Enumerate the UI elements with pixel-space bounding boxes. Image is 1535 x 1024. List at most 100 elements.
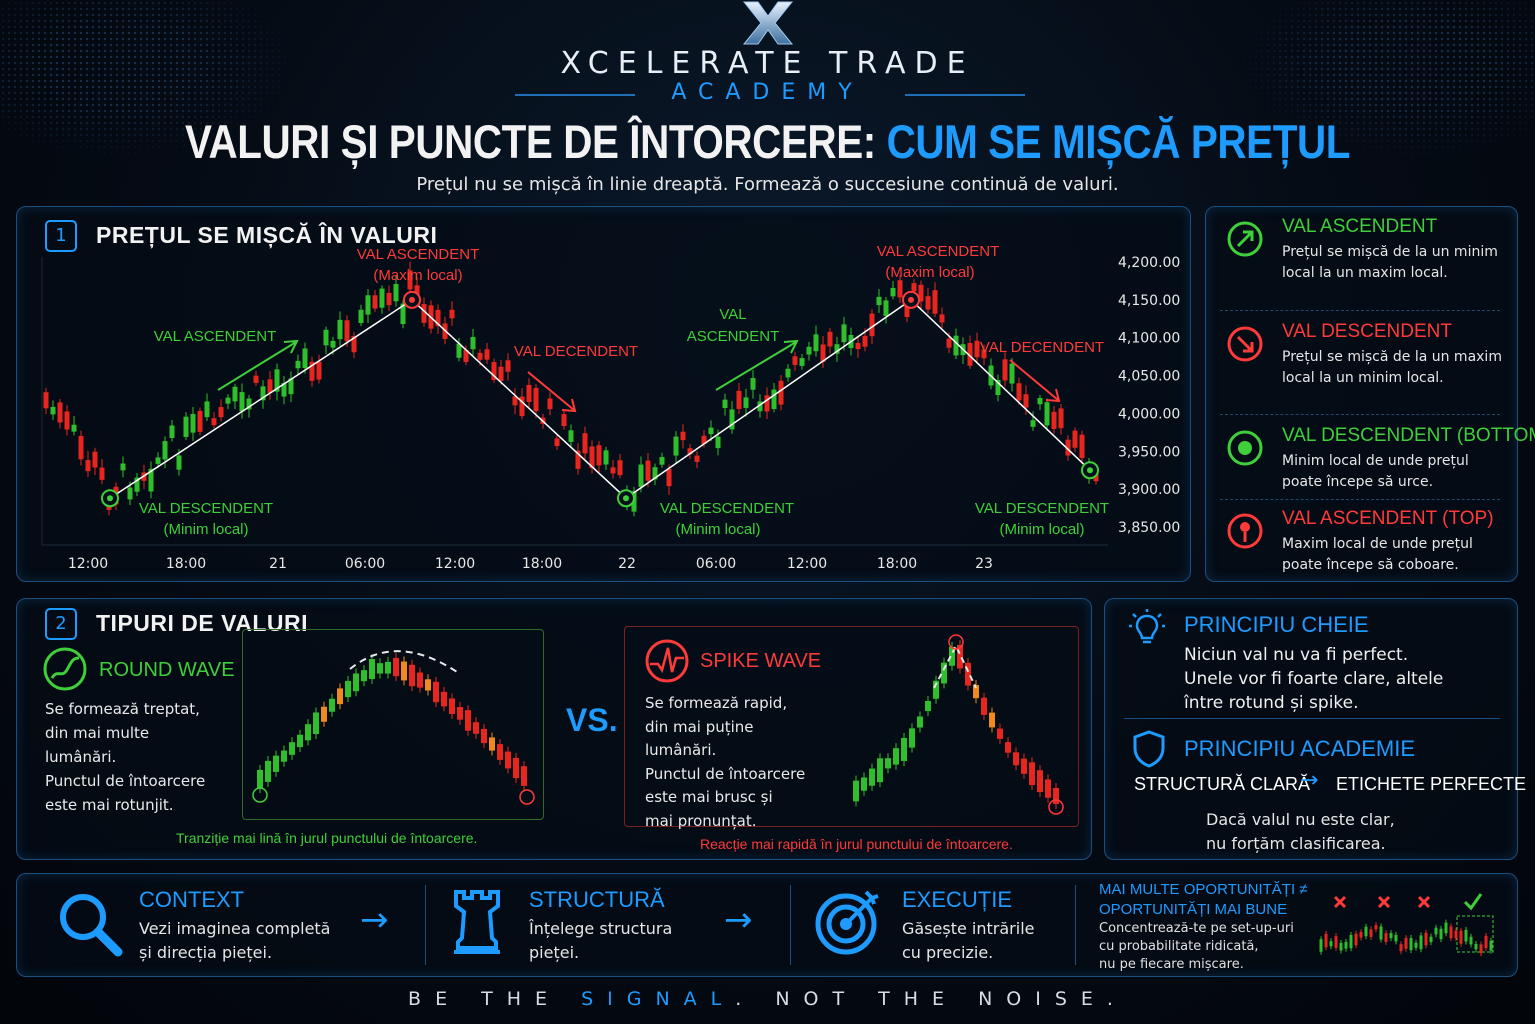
arrow-right-icon: → [360,900,389,940]
candle-body [911,283,917,292]
legend-title: VAL DESCENDENT (BOTTOM) [1282,425,1535,446]
candle-body [169,425,175,438]
candle-body [974,340,980,358]
x-tick-label: 22 [618,556,636,572]
candle-body [477,352,483,360]
candle-body [890,287,896,297]
candle-body [708,427,714,435]
candle-body [1384,933,1388,942]
candle-body [1434,927,1438,935]
label-bot1-b: (Minim local) [163,521,248,538]
candle-body [1369,929,1373,937]
round-desc-line: este mai rotunjit. [45,796,174,814]
candle-body [305,724,311,741]
spike-desc-line: este mai brusc și [645,788,773,806]
label-top1-a: VAL ASCENDENT [357,246,480,263]
swing-marker-dot [623,495,629,502]
candle-body [385,661,391,674]
section1-title: PREȚUL SE MIȘCĂ ÎN VALURI [96,222,438,248]
candle-body [1469,936,1473,945]
opp-line: Concentrează-te pe set-up-uri [1099,921,1294,936]
candle-body [554,438,560,447]
candle-body [377,663,383,674]
candle-body [1058,408,1064,429]
academy-line-left [515,94,635,96]
candle-body [877,758,883,783]
candle-body [273,755,279,772]
candle-body [666,468,672,487]
section1-panel [16,206,1191,582]
candle-body [1489,940,1493,951]
candle-body [1454,930,1458,939]
execution-line: Găsește intrările [902,919,1035,938]
candle-body [813,334,819,352]
context-line: și direcția pieței. [139,943,273,962]
label-down1: VAL DECENDENT [514,343,638,360]
candle-body [1037,770,1043,793]
round-wave-chart-box [242,629,544,820]
footer-slogan: BE THE SIGNAL. NOT THE NOISE. [0,988,1535,1010]
candle-body [316,361,322,380]
candle-body [155,457,161,464]
candle-body [344,320,350,342]
candle-body [1399,944,1403,952]
x-tick-label: 12:00 [435,556,475,572]
candle-body [853,780,859,802]
candle-body [1339,942,1343,951]
candle-body [1045,779,1051,798]
candle-body [989,712,995,728]
candle-body [417,672,423,688]
candle-body [526,384,532,403]
candle-body [393,657,399,677]
footer-part2: . NOT THE NOISE. [735,988,1127,1010]
spike-desc-line: lumânări. [645,741,717,759]
candle-body [369,659,375,679]
structure-title: STRUCTURĂ [529,887,665,912]
candle-body [521,766,527,786]
y-tick-label: 3,900.00 [1118,482,1180,498]
x-tick-label: 06:00 [696,556,736,572]
legend-desc: Prețul se mișcă de la un minim local la … [1282,244,1498,281]
candle-body [1414,942,1418,948]
candle-body [981,697,987,715]
candle-body [965,662,971,686]
candle-body [834,344,840,354]
candle-body [722,399,728,409]
candle-body [973,685,979,699]
candle-body [323,329,329,346]
candle-body [941,662,947,684]
x-tick-label: 21 [269,556,287,572]
candle-body [497,744,503,760]
candle-body [645,460,651,481]
swing-marker-dot [107,495,113,502]
candle-body [949,646,955,666]
opp-line: nu pe fiecare mișcare. [1099,957,1244,972]
candle-body [407,270,413,290]
candle-body [441,691,447,707]
candle-body [925,700,931,712]
legend-desc: Prețul se mișcă de la un maxim local la … [1282,349,1502,386]
candle-body [869,768,875,786]
execution-text: Găsește intrările cu precizie. [902,917,1034,965]
swing-low-marker [252,787,268,803]
candle-body [372,295,378,309]
spike-wave-title: SPIKE WAVE [700,650,822,672]
key-principle-text: Niciun val nu va fi perfect. Unele vor f… [1184,643,1443,715]
legend-title: VAL ASCENDENT (TOP) [1282,508,1494,530]
candle-body [134,477,140,492]
label-up1: VAL ASCENDENT [154,328,277,345]
candle-body [1459,930,1463,944]
candle-body [425,679,431,691]
plot-frame [41,257,1108,546]
candle-body [997,728,1003,739]
candle-body [1479,944,1483,954]
candle-body [470,336,476,350]
candle-body [897,280,903,298]
section1-number: 1 [45,220,77,252]
legend-desc: Minim local de unde prețul poate începe … [1282,453,1469,490]
structure-clear-label: STRUCTURĂ CLARĂ [1134,774,1311,794]
candle-body [1324,933,1328,948]
magnifier-icon [60,894,123,957]
x-tick-label: 12:00 [68,556,108,572]
candle-body [218,407,224,418]
